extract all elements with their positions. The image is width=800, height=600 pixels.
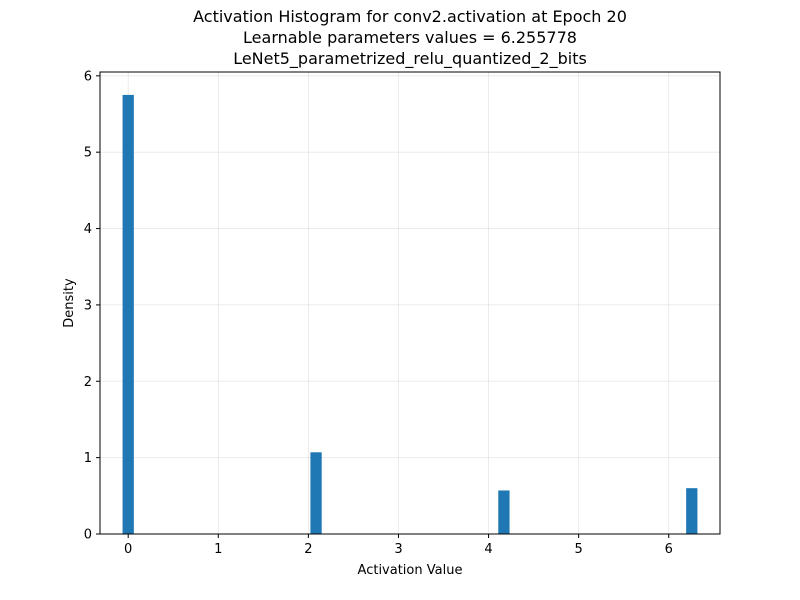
x-tick-label-3: 3 <box>394 542 402 557</box>
x-tick-label-2: 2 <box>304 542 312 557</box>
histogram-bar-2 <box>498 490 510 534</box>
y-tick-label-2: 2 <box>84 375 92 390</box>
histogram-bars <box>122 94 698 534</box>
x-tick-label-0: 0 <box>124 542 132 557</box>
chart-title: Activation Histogram for conv2.activatio… <box>193 7 627 69</box>
chart-title-line-3: LeNet5_parametrized_relu_quantized_2_bit… <box>233 49 587 69</box>
histogram-bar-0 <box>122 94 134 534</box>
y-tick-label-4: 4 <box>84 222 92 237</box>
y-tick-label-1: 1 <box>84 451 92 466</box>
plot-frame <box>99 71 721 535</box>
y-tick-label-5: 5 <box>84 146 92 161</box>
x-tick-label-1: 1 <box>214 542 222 557</box>
y-axis-label: Density <box>62 278 77 328</box>
histogram-bar-1 <box>310 452 322 534</box>
x-axis-ticks: 0 1 2 3 4 5 6 <box>124 534 673 557</box>
x-tick-label-5: 5 <box>575 542 583 557</box>
grid-lines <box>100 72 720 535</box>
y-tick-label-6: 6 <box>84 69 92 84</box>
y-axis-ticks: 0 1 2 3 4 5 6 <box>84 69 100 543</box>
x-axis-label: Activation Value <box>358 563 463 578</box>
chart-title-line-2: Learnable parameters values = 6.255778 <box>243 28 577 47</box>
x-tick-label-4: 4 <box>484 542 492 557</box>
y-tick-label-0: 0 <box>84 528 92 543</box>
histogram-bar-3 <box>686 488 698 534</box>
x-tick-label-6: 6 <box>665 542 673 557</box>
chart-title-line-1: Activation Histogram for conv2.activatio… <box>193 7 627 26</box>
y-tick-label-3: 3 <box>84 298 92 313</box>
